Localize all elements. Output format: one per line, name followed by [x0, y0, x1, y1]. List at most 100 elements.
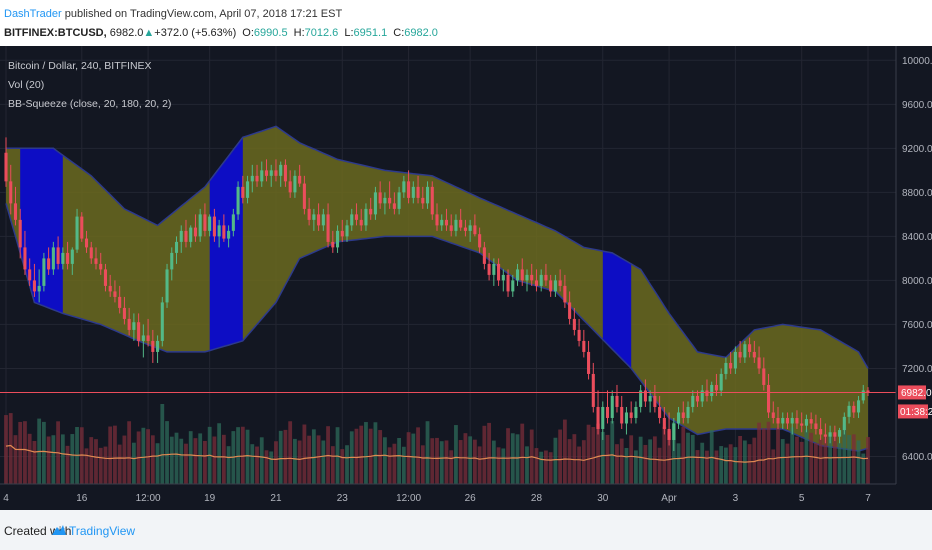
high-value: 7012.6 [304, 27, 339, 39]
candle-body [856, 400, 861, 413]
volume-bar [823, 435, 828, 484]
price-tick-label: 9600.0 [902, 100, 932, 111]
volume-bar [496, 447, 501, 484]
price-chart[interactable]: 10000.0 9600.0 9200.0 8800.0 8400.0 8000.0 760… [0, 46, 932, 510]
volume-bar [330, 446, 335, 484]
volume-bar [406, 432, 411, 484]
volume-bar [13, 435, 18, 484]
chart-legend: Bitcoin / Dollar, 240, BITFINEX Vol (20)… [8, 60, 171, 110]
time-tick-label: 12:00 [136, 493, 161, 504]
volume-bar [416, 427, 420, 484]
price-tag-bg [898, 385, 926, 400]
volume-bar [629, 435, 634, 484]
volume-bar [861, 453, 866, 484]
volume-bar [94, 439, 98, 484]
volume-bar [719, 446, 724, 484]
volume-bar [790, 427, 795, 484]
candle-body [463, 227, 467, 231]
candle-body [416, 186, 420, 198]
volume-bar [581, 440, 586, 484]
candle-body [643, 390, 647, 402]
candlesticks [4, 137, 870, 451]
candle-body [250, 175, 254, 182]
volume-bar [491, 440, 496, 484]
candle-body [634, 406, 638, 418]
candle-body [662, 417, 666, 429]
candle-body [473, 225, 477, 235]
header: DashTrader published on TradingView.com,… [0, 0, 932, 46]
volume-bar [544, 450, 548, 484]
volume-bar [501, 448, 506, 484]
tradingview-link[interactable]: TradingView [69, 524, 136, 538]
volume-bar [605, 434, 610, 484]
volume-bar [354, 428, 359, 484]
candle-body [184, 230, 188, 242]
candle-body [113, 291, 117, 297]
candle-body [710, 384, 714, 396]
volume-bar [127, 421, 132, 484]
volume-bar [411, 433, 416, 484]
volume-bar [828, 434, 833, 484]
candle-body [577, 329, 581, 341]
author-link[interactable]: DashTrader [4, 8, 62, 20]
volume-bar [240, 426, 245, 484]
candle-body [37, 285, 41, 292]
volume-bar [809, 432, 814, 484]
volume-bar [117, 444, 122, 484]
volume-bar [776, 427, 780, 484]
candle-body [99, 263, 103, 270]
candle-body [695, 395, 700, 402]
candle-body [743, 344, 747, 358]
volume-bar [705, 450, 709, 484]
volume-bar [174, 432, 179, 484]
volume-bar [250, 444, 255, 484]
volume-bar [856, 440, 861, 484]
candle-body [288, 181, 292, 193]
candle-body [165, 269, 169, 303]
candle-body [534, 280, 539, 286]
volume-bar [269, 451, 274, 484]
footer: Created with TradingView [0, 510, 932, 550]
candle-body [156, 340, 160, 352]
volume-bar [387, 447, 392, 484]
candle-body [804, 419, 808, 426]
candle-body [141, 335, 145, 341]
candle-body [335, 230, 340, 248]
low-label: L: [344, 27, 354, 39]
candle-body [515, 269, 520, 281]
close-label: C: [393, 27, 405, 39]
volume-bar [510, 433, 515, 484]
last-price: 6982.0 [109, 27, 144, 39]
volume-bar [785, 443, 790, 484]
candle-body [241, 186, 245, 198]
candle-body [629, 412, 633, 418]
candle-body [9, 181, 13, 204]
candle-body [511, 280, 515, 292]
volume-bar [217, 423, 222, 484]
candle-body [4, 152, 8, 182]
candle-body [482, 247, 486, 264]
volume-bar [472, 439, 477, 484]
candle-body [298, 175, 302, 184]
candle-body [828, 432, 832, 437]
time-tick-label: 26 [465, 493, 477, 504]
volume-bar [615, 444, 619, 484]
volume-bar [188, 431, 193, 484]
candle-body [658, 406, 662, 418]
volume-bar [619, 438, 624, 484]
candle-body [255, 175, 259, 182]
volume-bar [572, 434, 577, 484]
candle-body [558, 280, 562, 286]
volume-bar [818, 438, 823, 484]
candle-body [610, 395, 614, 418]
price-axis[interactable]: 10000.0 9600.0 9200.0 8800.0 8400.0 8000.0 760… [902, 56, 932, 463]
volume-bar [364, 422, 368, 484]
time-tick-label: 28 [531, 493, 543, 504]
volume-bar [122, 435, 127, 484]
time-axis[interactable]: 4 16 12:00 19 21 23 12:00 26 28 30 Apr 3 5 7 [3, 493, 871, 504]
candle-body [733, 351, 737, 369]
volume-bar [23, 421, 27, 484]
candle-body [681, 412, 685, 418]
candle-body [842, 416, 846, 431]
volume-bar [761, 428, 766, 484]
